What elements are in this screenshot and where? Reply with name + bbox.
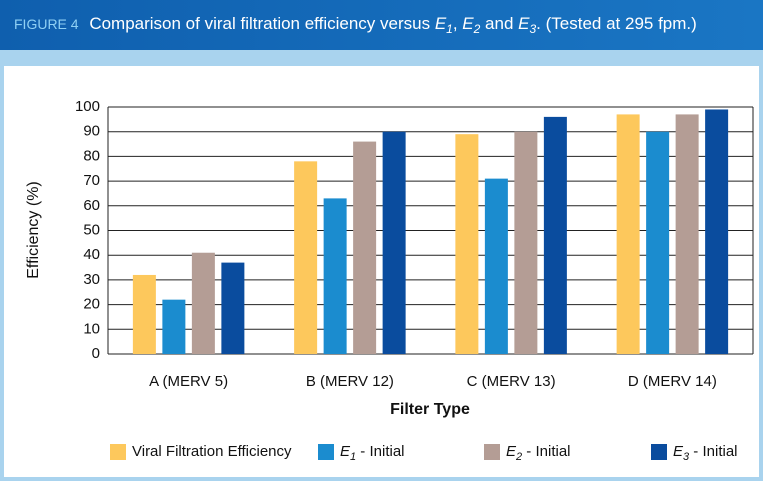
header xyxy=(0,0,763,50)
y-tick-label: 90 xyxy=(83,123,100,140)
bar xyxy=(543,116,567,354)
bar xyxy=(382,131,406,354)
legend-subscript: 2 xyxy=(515,451,522,463)
y-tick-label: 0 xyxy=(92,345,100,362)
bar xyxy=(705,109,729,354)
legend-swatch xyxy=(651,444,667,460)
x-tick-label: A (MERV 5) xyxy=(149,373,228,390)
legend-label: Viral Filtration Efficiency xyxy=(132,443,292,460)
figure-label: FIGURE 4 xyxy=(14,16,79,32)
legend-subscript: 3 xyxy=(683,451,690,463)
legend-swatch xyxy=(484,444,500,460)
legend-symbol: E xyxy=(340,443,351,460)
bar xyxy=(162,299,186,354)
x-tick-label: D (MERV 14) xyxy=(628,373,717,390)
x-axis-title: Filter Type xyxy=(390,401,470,418)
bar xyxy=(455,134,479,354)
legend-swatch xyxy=(110,444,126,460)
legend-symbol: E xyxy=(506,443,517,460)
legend-text: - Initial xyxy=(356,443,404,460)
y-axis-title: Efficiency (%) xyxy=(25,181,42,279)
bar xyxy=(323,198,347,354)
title-text: Comparison of viral filtration efficienc… xyxy=(89,14,435,33)
legend-swatch xyxy=(318,444,334,460)
y-tick-label: 20 xyxy=(83,296,100,313)
y-tick-label: 80 xyxy=(83,147,100,164)
title-text: E xyxy=(435,14,447,33)
title-text: E xyxy=(462,14,474,33)
title-text: and xyxy=(480,14,518,33)
y-tick-label: 30 xyxy=(83,271,100,288)
chart-title: FIGURE 4 Comparison of viral filtration … xyxy=(14,14,697,36)
title-text: . (Tested at 295 fpm.) xyxy=(536,14,697,33)
bar xyxy=(616,114,640,354)
title-sub: 1 xyxy=(446,22,453,36)
bar xyxy=(646,131,670,354)
title-text: , xyxy=(453,14,462,33)
bar xyxy=(221,262,245,354)
y-tick-label: 70 xyxy=(83,172,100,189)
y-tick-label: 60 xyxy=(83,197,100,214)
title-sub: 3 xyxy=(529,22,536,36)
legend-label: E2 - Initial xyxy=(506,443,571,463)
legend-text: - Initial xyxy=(522,443,570,460)
legend-subscript: 1 xyxy=(350,451,356,463)
title-text: E xyxy=(518,14,530,33)
bar xyxy=(191,252,215,354)
bar xyxy=(353,141,377,354)
legend-text: - Initial xyxy=(689,443,737,460)
title-sub: 2 xyxy=(473,22,481,36)
bar xyxy=(514,131,538,354)
bar xyxy=(294,161,318,354)
legend-symbol: E xyxy=(673,443,684,460)
bar xyxy=(132,274,156,354)
legend-label: E3 - Initial xyxy=(673,443,738,463)
y-tick-label: 50 xyxy=(83,221,100,238)
legend-label: E1 - Initial xyxy=(340,443,405,463)
bar xyxy=(484,178,508,354)
x-tick-label: B (MERV 12) xyxy=(306,373,394,390)
y-tick-label: 40 xyxy=(83,246,100,263)
bar xyxy=(675,114,699,354)
x-tick-label: C (MERV 13) xyxy=(467,373,556,390)
y-tick-label: 100 xyxy=(75,98,100,115)
panel xyxy=(4,66,759,477)
y-tick-label: 10 xyxy=(83,320,100,337)
